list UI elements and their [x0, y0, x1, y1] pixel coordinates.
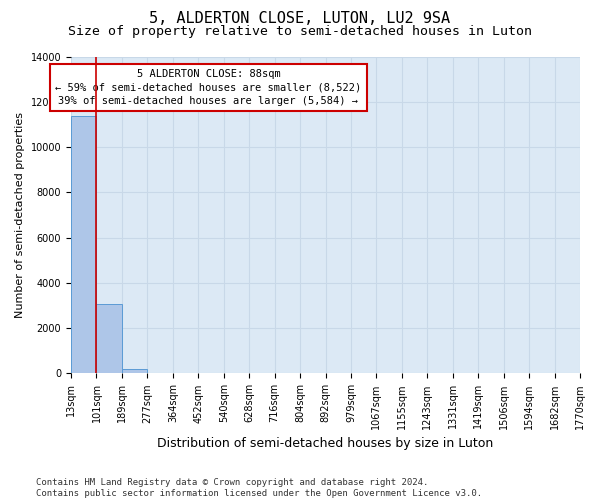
Bar [122, 369, 148, 374]
Y-axis label: Number of semi-detached properties: Number of semi-detached properties [15, 112, 25, 318]
Text: 5, ALDERTON CLOSE, LUTON, LU2 9SA: 5, ALDERTON CLOSE, LUTON, LU2 9SA [149, 11, 451, 26]
Text: Size of property relative to semi-detached houses in Luton: Size of property relative to semi-detach… [68, 25, 532, 38]
Bar [71, 116, 97, 374]
X-axis label: Distribution of semi-detached houses by size in Luton: Distribution of semi-detached houses by … [157, 437, 494, 450]
Text: Contains HM Land Registry data © Crown copyright and database right 2024.
Contai: Contains HM Land Registry data © Crown c… [36, 478, 482, 498]
Bar [97, 304, 122, 374]
Text: 5 ALDERTON CLOSE: 88sqm
← 59% of semi-detached houses are smaller (8,522)
39% of: 5 ALDERTON CLOSE: 88sqm ← 59% of semi-de… [55, 69, 362, 106]
